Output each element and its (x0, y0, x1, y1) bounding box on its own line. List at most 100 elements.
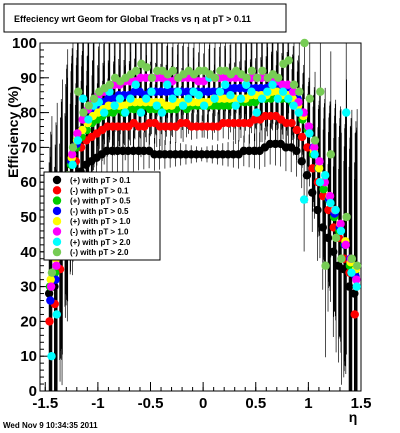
data-point (46, 282, 56, 291)
data-point (352, 261, 362, 270)
data-point (231, 101, 240, 110)
data-point (310, 150, 319, 159)
y-tick-label: 40 (20, 244, 37, 261)
data-point (46, 296, 55, 305)
y-tick-label: 0 (29, 383, 37, 400)
data-point (84, 101, 93, 110)
legend-marker (52, 217, 62, 226)
legend-marker (52, 227, 62, 236)
data-point (284, 56, 293, 65)
data-point (295, 87, 304, 96)
data-point (252, 73, 262, 83)
data-point (67, 150, 77, 159)
data-point (305, 94, 314, 103)
x-tick-label: 0 (199, 395, 207, 412)
data-point (273, 94, 283, 103)
x-tick-label: -1 (91, 395, 104, 412)
data-point (199, 101, 209, 110)
data-point (350, 310, 359, 319)
chart-title: Effeciency wrt Geom for Global Tracks vs… (14, 14, 251, 24)
data-point (126, 94, 135, 103)
data-point (300, 38, 309, 48)
data-point (331, 233, 341, 243)
data-point (302, 171, 312, 180)
data-point (157, 108, 167, 117)
data-point (342, 212, 351, 222)
data-point (210, 94, 219, 103)
data-point (84, 115, 93, 124)
data-point (263, 87, 272, 96)
legend-label: (-) with pT > 0.1 (70, 186, 129, 195)
x-tick-label: 1 (304, 395, 312, 412)
data-point (73, 136, 83, 145)
data-point (47, 352, 56, 361)
y-tick-label: 60 (20, 174, 37, 191)
y-tick-label: 50 (20, 209, 37, 226)
title-box: Effeciency wrt Geom for Global Tracks vs… (3, 3, 287, 33)
data-point (294, 108, 304, 117)
data-point (210, 73, 220, 83)
data-point (297, 157, 306, 166)
data-point (305, 129, 314, 138)
data-point (258, 66, 267, 76)
data-point (215, 87, 225, 96)
data-point (337, 254, 346, 263)
x-tick-label: 1.5 (351, 395, 372, 412)
data-point (242, 73, 251, 83)
legend-label: (+) with pT > 0.1 (70, 176, 131, 185)
data-point (347, 268, 356, 277)
legend-frame (43, 171, 161, 261)
data-point (313, 205, 322, 215)
data-point (320, 171, 330, 180)
y-tick-label: 20 (20, 313, 37, 330)
data-point (120, 108, 130, 117)
data-point (194, 91, 204, 100)
data-point (136, 108, 146, 117)
data-point (79, 108, 88, 117)
x-tick-label: -0.5 (138, 395, 164, 412)
data-point (287, 118, 296, 128)
data-point (289, 80, 299, 89)
data-point (78, 94, 88, 103)
data-point (52, 310, 61, 319)
data-point (68, 143, 78, 152)
data-point (236, 94, 246, 103)
data-point (319, 184, 328, 194)
data-point (289, 101, 298, 110)
data-point (147, 87, 156, 96)
data-point (131, 66, 141, 76)
data-point (184, 94, 193, 103)
legend-marker (52, 196, 62, 205)
title-frame (3, 3, 287, 33)
data-point (47, 268, 57, 277)
data-point (131, 80, 140, 89)
legend-marker (52, 186, 62, 195)
data-point (147, 73, 157, 83)
data-point (168, 94, 177, 103)
data-point (292, 125, 302, 135)
data-point (304, 122, 314, 131)
data-point (268, 80, 277, 89)
y-tick-label: 100 (12, 35, 37, 52)
data-point (247, 87, 256, 96)
data-point (226, 91, 235, 100)
data-point (73, 129, 82, 138)
legend: (+) with pT > 0.1(-) with pT > 0.1 (+) wi… (43, 171, 161, 261)
legend-marker (52, 175, 62, 185)
data-point (257, 94, 267, 103)
data-point (308, 188, 317, 197)
y-tick-label: 90 (20, 70, 37, 87)
data-point (178, 101, 188, 110)
data-point (299, 195, 309, 204)
data-point (350, 289, 359, 298)
legend-marker (52, 247, 62, 257)
data-point (341, 240, 351, 250)
data-point (283, 80, 293, 89)
data-point (252, 108, 261, 117)
data-point (74, 87, 83, 96)
legend-marker (52, 237, 62, 246)
data-point (44, 289, 54, 298)
y-tick-label: 30 (20, 279, 37, 296)
y-axis-title: Efficiency (%) (5, 86, 21, 178)
data-point (110, 101, 119, 110)
